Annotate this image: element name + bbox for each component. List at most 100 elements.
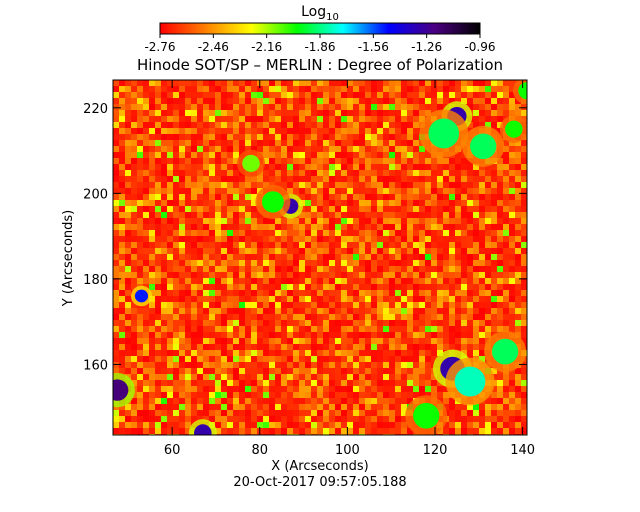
heatmap-cell: [287, 140, 293, 146]
heatmap-cell: [371, 404, 377, 410]
heatmap-cell: [371, 230, 377, 236]
heatmap-cell: [305, 206, 311, 212]
heatmap-cell: [443, 182, 449, 188]
heatmap-cell: [491, 422, 497, 428]
heatmap-cell: [425, 380, 431, 386]
heatmap-cell: [341, 194, 347, 200]
heatmap-cell: [347, 92, 353, 98]
heatmap-cell: [173, 140, 179, 146]
heatmap-cell: [497, 200, 503, 206]
heatmap-cell: [245, 398, 251, 404]
heatmap-cell: [461, 206, 467, 212]
heatmap-cell: [497, 194, 503, 200]
heatmap-cell: [461, 308, 467, 314]
heatmap-cell: [407, 104, 413, 110]
heatmap-cell: [203, 218, 209, 224]
heatmap-cell: [503, 398, 509, 404]
heatmap-cell: [209, 260, 215, 266]
heatmap-cell: [125, 410, 131, 416]
heatmap-cell: [347, 254, 353, 260]
heatmap-cell: [245, 368, 251, 374]
heatmap-cell: [119, 122, 125, 128]
heatmap-cell: [431, 188, 437, 194]
heatmap-cell: [209, 284, 215, 290]
heatmap-cell: [119, 92, 125, 98]
heatmap-cell: [413, 128, 419, 134]
heatmap-cell: [299, 218, 305, 224]
heatmap-cell: [431, 278, 437, 284]
heatmap-cell: [281, 374, 287, 380]
heatmap-cell: [365, 116, 371, 122]
heatmap-cell: [329, 158, 335, 164]
heatmap-cell: [329, 134, 335, 140]
heatmap-cell: [413, 194, 419, 200]
heatmap-cell: [221, 218, 227, 224]
heatmap-cell: [497, 158, 503, 164]
heatmap-cell: [449, 230, 455, 236]
heatmap-cell: [479, 422, 485, 428]
heatmap-cell: [389, 296, 395, 302]
heatmap-cell: [353, 110, 359, 116]
heatmap-cell: [275, 242, 281, 248]
heatmap-cell: [179, 104, 185, 110]
heatmap-cell: [155, 152, 161, 158]
heatmap-cell: [323, 248, 329, 254]
heatmap-cell: [275, 302, 281, 308]
heatmap-cell: [473, 176, 479, 182]
heatmap-cell: [185, 386, 191, 392]
heatmap-cell: [311, 128, 317, 134]
heatmap-cell: [347, 392, 353, 398]
heatmap-cell: [191, 362, 197, 368]
heatmap-cell: [401, 152, 407, 158]
heatmap-cell: [137, 158, 143, 164]
heatmap-cell: [251, 380, 257, 386]
heatmap-cell: [143, 116, 149, 122]
heatmap-cell: [521, 170, 527, 176]
heatmap-cell: [191, 146, 197, 152]
heatmap-cell: [473, 212, 479, 218]
heatmap-cell: [317, 260, 323, 266]
heatmap-cell: [377, 416, 383, 422]
heatmap-cell: [395, 266, 401, 272]
heatmap-cell: [173, 398, 179, 404]
heatmap-cell: [119, 194, 125, 200]
heatmap-cell: [347, 128, 353, 134]
heatmap-cell: [413, 200, 419, 206]
heatmap-cell: [365, 398, 371, 404]
heatmap-cell: [323, 278, 329, 284]
heatmap-cell: [125, 422, 131, 428]
heatmap-cell: [269, 230, 275, 236]
heatmap-cell: [299, 188, 305, 194]
heatmap-cell: [341, 176, 347, 182]
heatmap-cell: [119, 266, 125, 272]
heatmap-cell: [467, 290, 473, 296]
heatmap-cell: [449, 260, 455, 266]
heatmap-cell: [443, 170, 449, 176]
heatmap-cell: [467, 338, 473, 344]
heatmap-cell: [341, 236, 347, 242]
heatmap-cell: [203, 236, 209, 242]
heatmap-cell: [173, 392, 179, 398]
heatmap-cell: [215, 164, 221, 170]
heatmap-cell: [503, 260, 509, 266]
heatmap-cell: [209, 416, 215, 422]
heatmap-cell: [491, 194, 497, 200]
heatmap-cell: [437, 254, 443, 260]
heatmap-cell: [503, 146, 509, 152]
heatmap-cell: [197, 326, 203, 332]
heatmap-cell: [221, 326, 227, 332]
heatmap-cell: [467, 182, 473, 188]
heatmap-cell: [365, 140, 371, 146]
heatmap-cell: [215, 266, 221, 272]
heatmap-cell: [161, 122, 167, 128]
heatmap-cell: [425, 194, 431, 200]
heatmap-cell: [119, 206, 125, 212]
heatmap-cell: [335, 308, 341, 314]
heatmap-cell: [233, 116, 239, 122]
heatmap-cell: [389, 338, 395, 344]
heatmap-cell: [413, 236, 419, 242]
heatmap-cell: [317, 374, 323, 380]
heatmap-cell: [371, 194, 377, 200]
heatmap-cell: [131, 164, 137, 170]
heatmap-cell: [365, 392, 371, 398]
